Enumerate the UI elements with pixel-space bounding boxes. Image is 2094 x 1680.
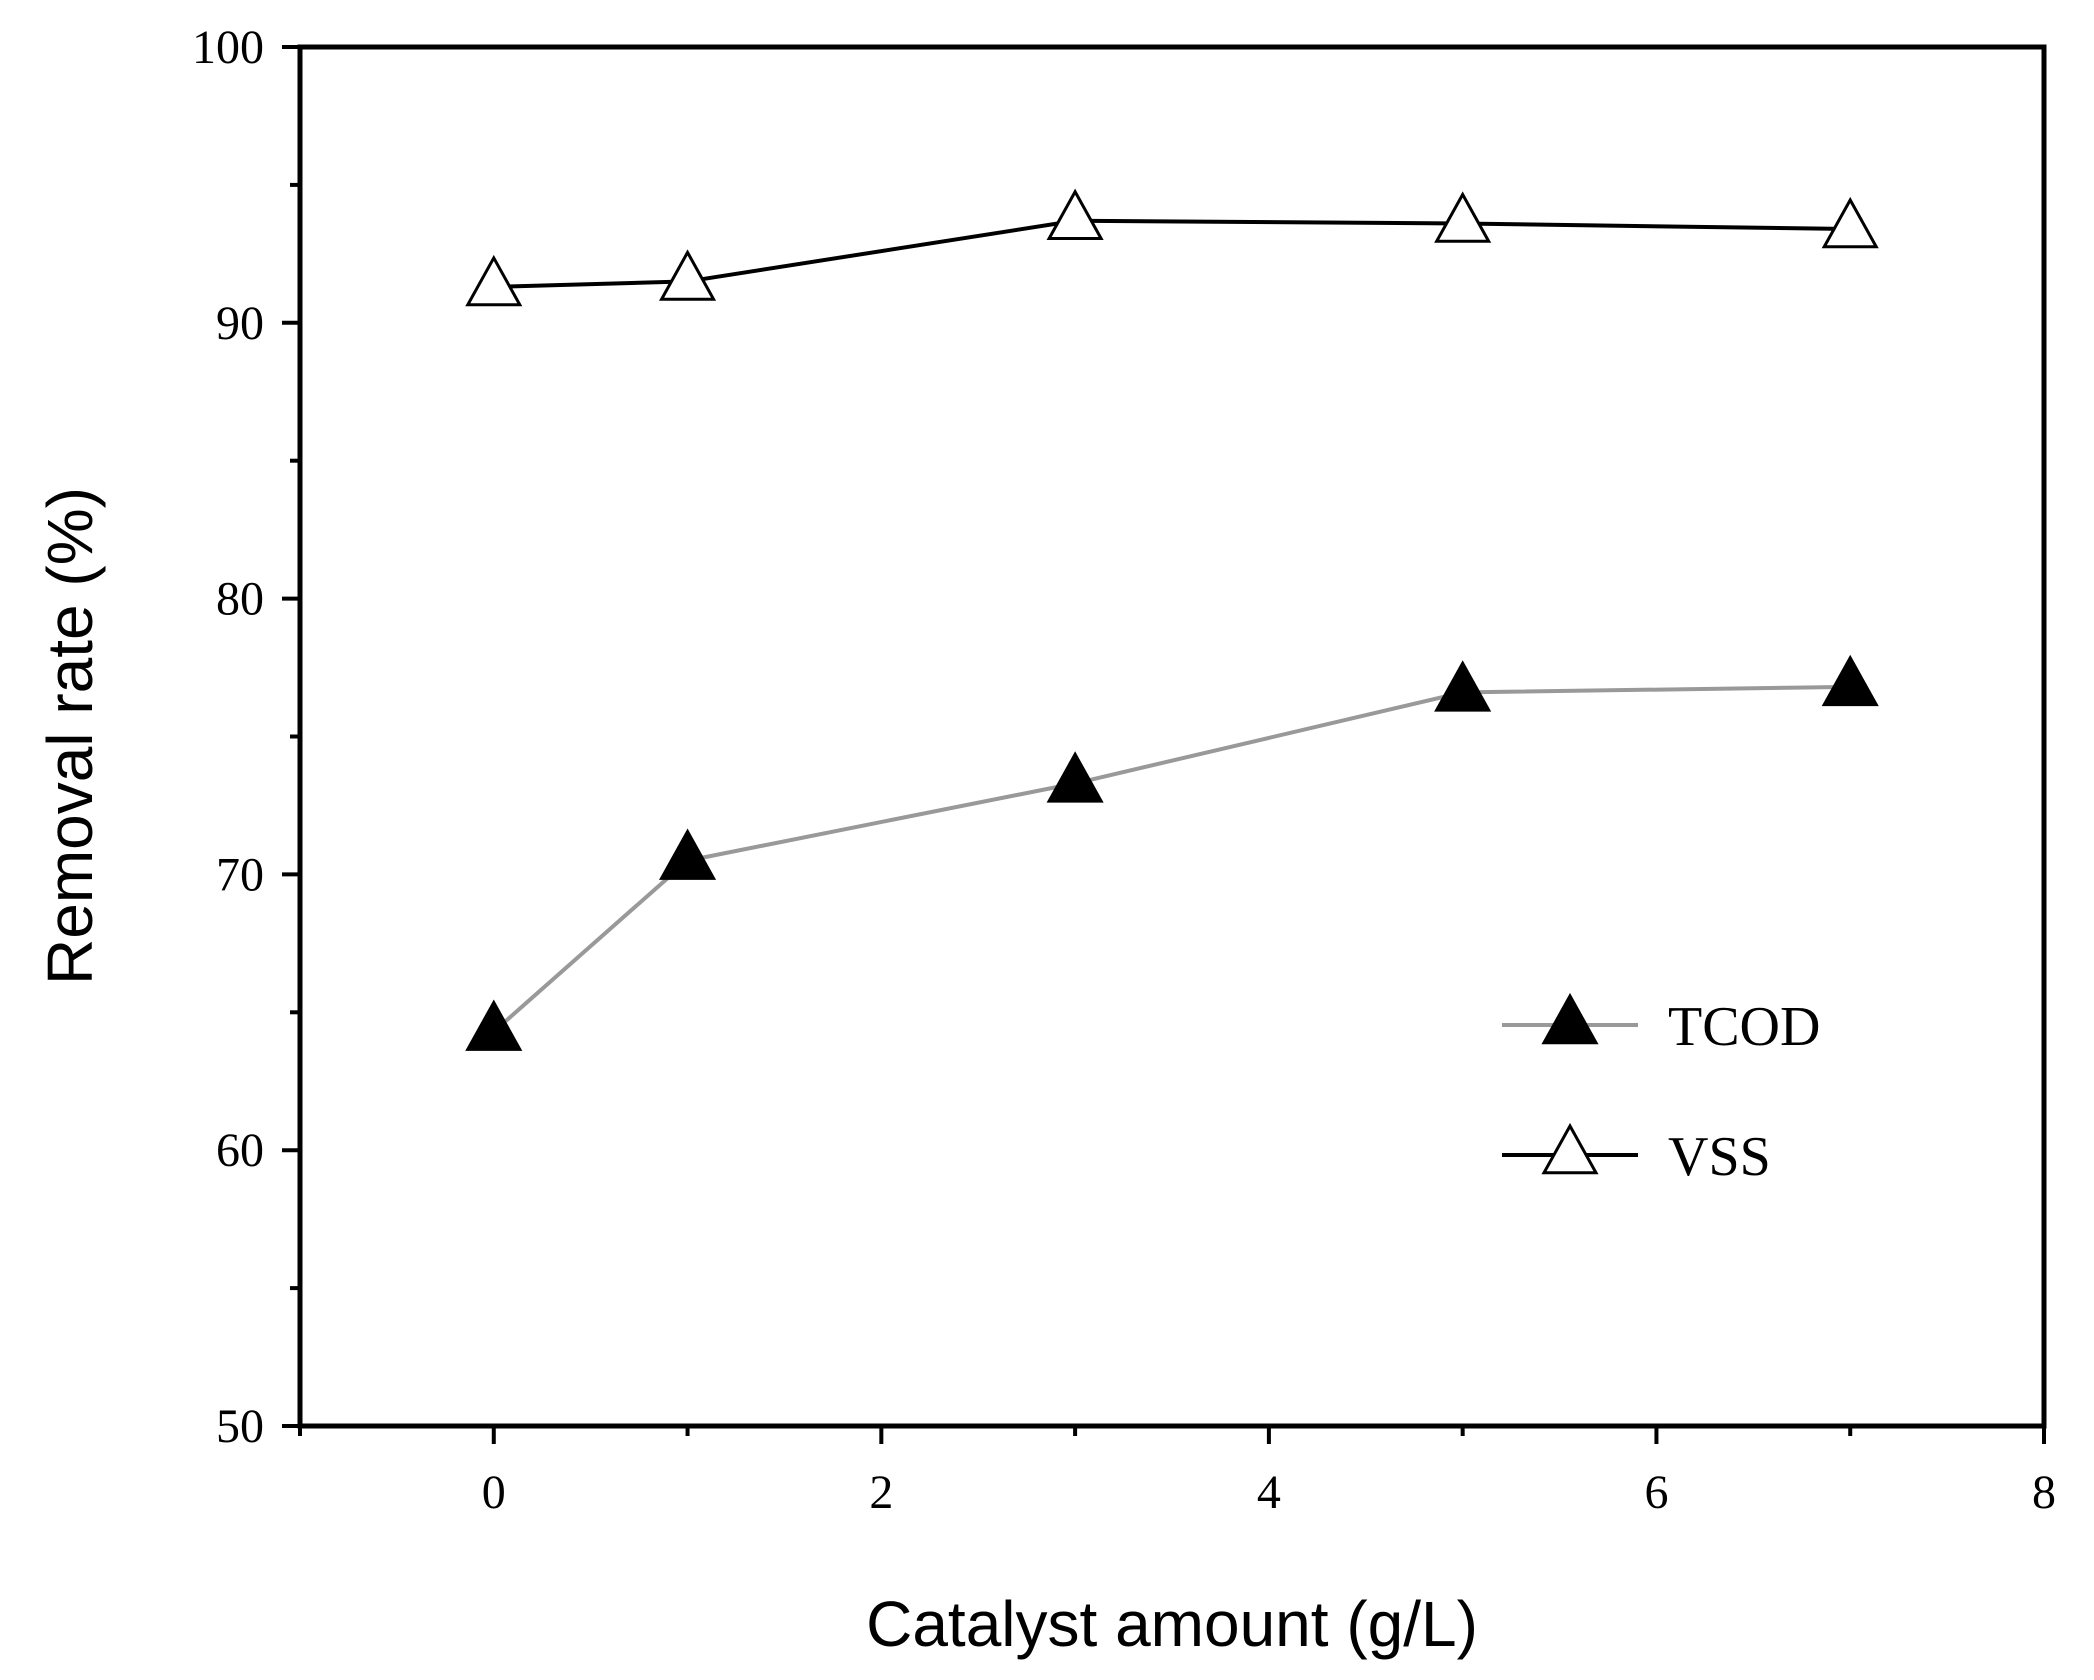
- series-tcod: [465, 654, 1879, 1051]
- vss-point: [659, 249, 717, 301]
- y-axis-title: Removal rate (%): [34, 487, 106, 985]
- legend-item-vss: VSS: [1502, 1122, 1771, 1188]
- legend: TCOD VSS: [1502, 992, 1820, 1188]
- x-axis-ticks: 0 2 4 6 8: [298, 1426, 2056, 1519]
- vss-point: [1046, 188, 1104, 241]
- legend-item-tcod: TCOD: [1502, 992, 1820, 1058]
- vss-point: [465, 254, 523, 307]
- plot-frame: [297, 44, 2047, 1429]
- tcod-point: [1821, 654, 1879, 707]
- x-tick-label: 8: [2032, 1466, 2056, 1519]
- legend-marker-tcod: [1541, 992, 1599, 1045]
- y-tick-label: 60: [216, 1124, 264, 1177]
- tcod-point: [1434, 660, 1492, 712]
- legend-label-tcod: TCOD: [1668, 996, 1820, 1058]
- vss-point: [1434, 191, 1492, 243]
- tcod-point: [659, 828, 717, 880]
- y-tick-label: 50: [216, 1400, 264, 1453]
- x-axis-title: Catalyst amount (g/L): [866, 1588, 1478, 1660]
- series-layer: [465, 188, 1879, 1051]
- y-tick-label: 100: [192, 21, 264, 74]
- y-tick-label: 80: [216, 573, 264, 626]
- vss-point: [1821, 196, 1879, 249]
- x-tick-label: 2: [869, 1466, 893, 1519]
- tcod-point: [465, 999, 523, 1051]
- series-vss: [465, 188, 1879, 307]
- legend-marker-vss: [1541, 1122, 1599, 1175]
- legend-label-vss: VSS: [1668, 1126, 1771, 1188]
- x-tick-label: 6: [1644, 1466, 1668, 1519]
- x-tick-label: 0: [482, 1466, 506, 1519]
- y-axis-ticks: 50 60 70 80 90 100: [192, 21, 300, 1453]
- y-tick-label: 90: [216, 297, 264, 350]
- x-tick-label: 4: [1257, 1466, 1281, 1519]
- tcod-point: [1046, 751, 1104, 803]
- y-tick-label: 70: [216, 848, 264, 901]
